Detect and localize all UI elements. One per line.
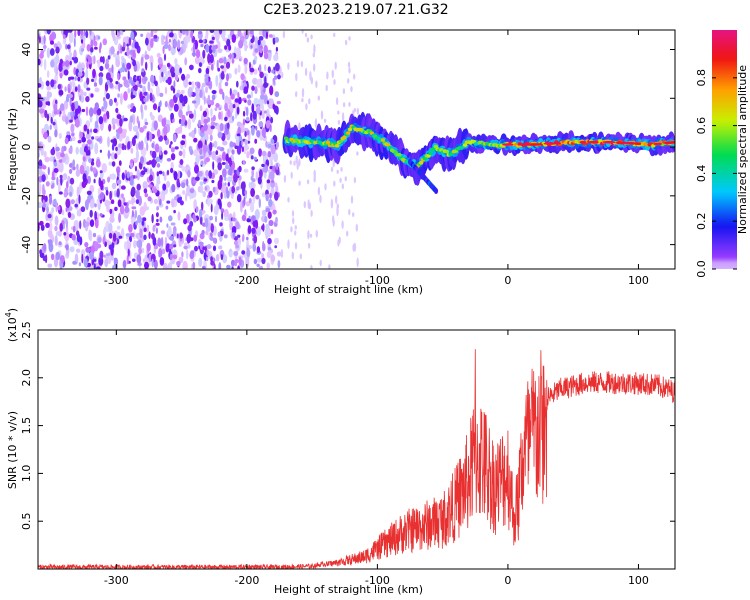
x-tick-label: 100 bbox=[628, 274, 649, 287]
snr-frame bbox=[37, 329, 676, 570]
x-tick-label: 100 bbox=[628, 574, 649, 587]
colorbar-tick-label: 0.8 bbox=[695, 69, 708, 87]
figure-title: C2E3.2023.219.07.21.G32 bbox=[263, 2, 448, 18]
x-tick-label: -300 bbox=[104, 574, 129, 587]
x-tick-label: -300 bbox=[104, 274, 129, 287]
x-tick-label: 0 bbox=[504, 274, 511, 287]
colorbar-label: Normalized spectral amplitude bbox=[736, 65, 749, 234]
y-tick-label: 0 bbox=[20, 144, 33, 151]
snr-plot-area bbox=[38, 349, 675, 569]
noise-band bbox=[38, 30, 359, 269]
colorbar-gradient bbox=[712, 30, 737, 269]
y-axis-multiplier: (x104) bbox=[4, 308, 19, 342]
x-axis-title: Height of straight line (km) bbox=[274, 283, 423, 296]
x-axis-title: Height of straight line (km) bbox=[274, 583, 423, 596]
colorbar-tick-label: 0.6 bbox=[695, 117, 708, 135]
spectrogram-frame bbox=[37, 29, 676, 270]
y-tick-label: -40 bbox=[20, 236, 33, 254]
x-tick-label: -200 bbox=[234, 274, 259, 287]
y-axis-title: SNR (10 * v/v) bbox=[6, 411, 19, 489]
x-tick-label: -200 bbox=[234, 574, 259, 587]
y-tick-label: 0.5 bbox=[20, 512, 33, 530]
colorbar-tick-label: 0.4 bbox=[695, 165, 708, 183]
spectrogram-plot-area bbox=[38, 30, 675, 269]
y-tick-label: 2.0 bbox=[20, 369, 33, 387]
snr-series-line bbox=[38, 349, 675, 569]
y-axis-title: Frequency (Hz) bbox=[6, 108, 19, 191]
y-tick-label: -20 bbox=[20, 187, 33, 205]
signal-trace bbox=[282, 111, 675, 194]
x-tick-label: -100 bbox=[365, 274, 390, 287]
x-tick-label: -100 bbox=[365, 574, 390, 587]
y-tick-label: 40 bbox=[20, 43, 33, 57]
colorbar: 0.0 0.2 0.4 0.6 0.8 Normalized spectral ampli… bbox=[695, 30, 749, 278]
y-tick-label: 1.5 bbox=[20, 417, 33, 435]
snr-panel: -300 -200 -100 0 100 0.5 1.0 1.5 2.0 2.5 Height of… bbox=[4, 308, 676, 596]
y-tick-label: 20 bbox=[20, 91, 33, 105]
x-tick-label: 0 bbox=[504, 574, 511, 587]
colorbar-tick-label: 0.0 bbox=[695, 260, 708, 278]
y-tick-label: 2.5 bbox=[20, 321, 33, 339]
y-tick-label: 1.0 bbox=[20, 465, 33, 483]
colorbar-tick-label: 0.2 bbox=[695, 212, 708, 230]
